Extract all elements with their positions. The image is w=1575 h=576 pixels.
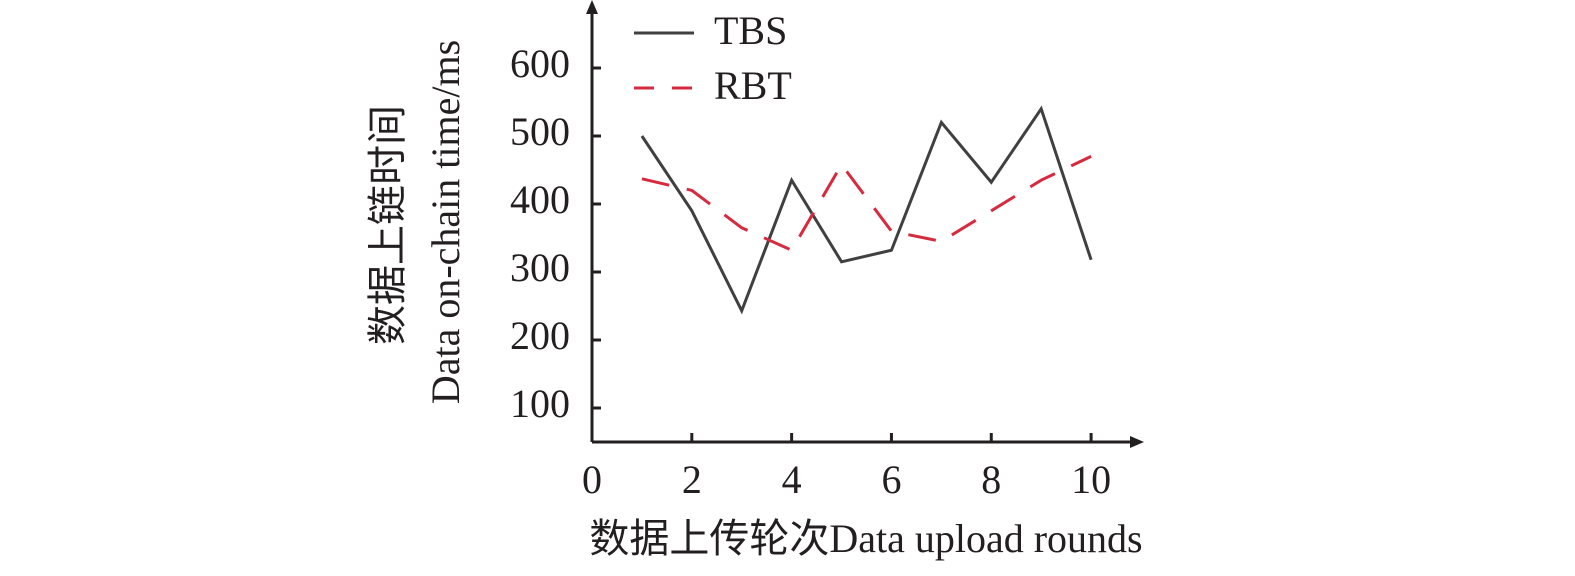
series-line (640, 105, 1093, 315)
x-tick-label: 4 (782, 457, 802, 502)
series-line (641, 155, 1092, 253)
y-axis-arrow (586, 0, 598, 14)
legend-label: TBS (714, 8, 787, 53)
x-tick-label: 10 (1071, 457, 1111, 502)
axes (586, 0, 1144, 448)
x-axis-label: 数据上传轮次Data upload rounds (589, 516, 1142, 561)
x-tick-label: 6 (881, 457, 901, 502)
y-tick-label: 200 (510, 313, 570, 358)
x-axis-arrow (1130, 436, 1144, 448)
legend-label: RBT (714, 63, 792, 108)
y-tick-label: 300 (510, 245, 570, 290)
y-axis-label: Data on-chain time/ms (423, 40, 468, 404)
x-tick-label: 8 (981, 457, 1001, 502)
x-tick-label: 0 (582, 457, 602, 502)
x-tick-label: 2 (682, 457, 702, 502)
y-tick-label: 100 (510, 381, 570, 426)
y-tick-label: 400 (510, 177, 570, 222)
y-tick-label: 600 (510, 41, 570, 86)
y-axis-label: 数据上链时间 (365, 105, 410, 345)
y-tick-label: 500 (510, 109, 570, 154)
